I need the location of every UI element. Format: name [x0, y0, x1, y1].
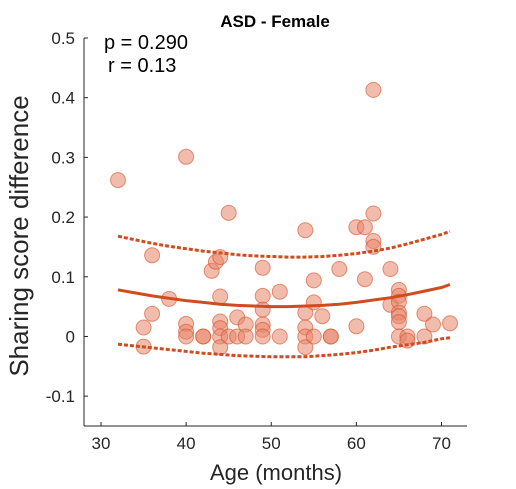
data-point — [254, 259, 271, 276]
data-point — [254, 328, 271, 345]
x-tick-label: 50 — [262, 434, 281, 453]
y-tick-label: 0.3 — [51, 148, 75, 167]
confidence-band — [117, 229, 451, 359]
x-tick-label: 30 — [92, 434, 111, 453]
data-point — [425, 316, 441, 333]
data-point — [144, 247, 161, 264]
data-point — [442, 315, 458, 332]
data-point — [297, 339, 314, 356]
data-point — [382, 261, 399, 277]
ci-upper-line — [117, 229, 451, 259]
data-point — [356, 219, 373, 236]
data-point — [144, 305, 161, 322]
y-ticks: -0.1 0 0.1 0.2 0.3 0.4 0.5 — [46, 29, 88, 406]
y-tick-label: 0 — [66, 327, 75, 346]
x-axis-label: Age (months) — [210, 460, 342, 485]
data-point — [365, 205, 382, 222]
r-value-annotation: r = 0.13 — [108, 55, 176, 77]
data-point — [314, 308, 331, 325]
data-point — [297, 222, 314, 239]
data-points — [110, 81, 458, 356]
data-point — [271, 328, 288, 345]
data-point — [237, 328, 254, 345]
p-value-annotation: p = 0.290 — [104, 32, 188, 54]
y-axis-label: Sharing score difference — [4, 95, 34, 376]
data-point — [178, 148, 195, 165]
data-point — [305, 328, 322, 345]
data-point — [331, 261, 348, 277]
fit-line-group — [117, 283, 451, 309]
data-point — [271, 283, 288, 300]
ci-lower-line — [117, 336, 451, 359]
axes — [83, 38, 467, 427]
data-point — [305, 294, 322, 311]
data-point — [195, 328, 212, 345]
x-tick-label: 60 — [347, 434, 366, 453]
data-point — [220, 204, 237, 221]
y-tick-label: 0.1 — [51, 268, 75, 287]
data-point — [365, 81, 382, 98]
fit-line — [117, 283, 451, 309]
data-point — [305, 272, 322, 289]
data-point — [178, 328, 195, 345]
data-point — [365, 238, 382, 255]
y-tick-label: 0.2 — [51, 208, 75, 227]
x-ticks: 30 40 50 60 70 — [92, 422, 451, 453]
data-point — [212, 288, 229, 305]
data-point — [322, 328, 339, 345]
data-point — [110, 172, 126, 189]
x-tick-label: 40 — [177, 434, 196, 453]
data-point — [254, 287, 271, 304]
data-point — [356, 271, 373, 288]
data-point — [135, 319, 152, 336]
data-point — [416, 305, 433, 322]
y-tick-label: -0.1 — [46, 387, 75, 406]
data-point — [390, 314, 407, 331]
chart-title: ASD - Female — [220, 12, 330, 31]
data-point — [348, 318, 365, 335]
y-tick-label: 0.4 — [51, 89, 75, 108]
data-point — [254, 301, 271, 318]
x-tick-label: 70 — [432, 434, 451, 453]
y-tick-label: 0.5 — [51, 29, 75, 48]
